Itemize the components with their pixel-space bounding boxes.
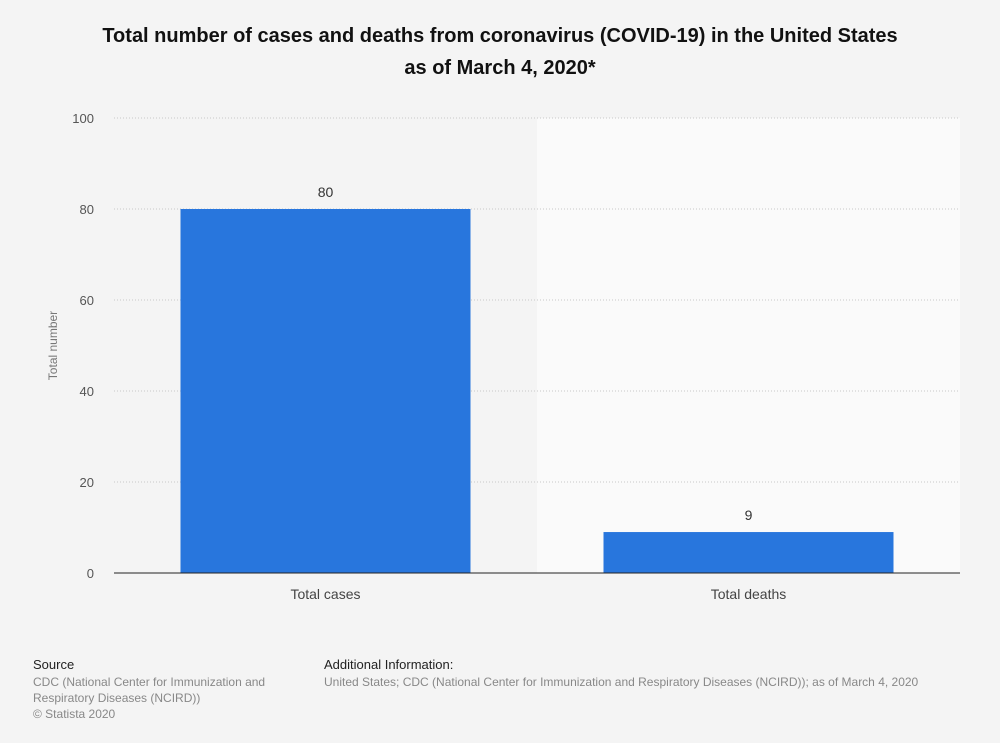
y-axis-label: Total number [46,311,60,380]
source-block: Source CDC (National Center for Immuniza… [33,657,303,722]
source-line-2: Respiratory Diseases (NCIRD)) [33,691,201,705]
y-tick-label: 60 [80,293,94,308]
source-line-1: CDC (National Center for Immunization an… [33,675,266,689]
y-tick-label: 80 [80,202,94,217]
x-tick-label: Total cases [290,586,360,602]
y-tick-label: 0 [87,566,94,581]
chart-title-line-2: as of March 4, 2020* [404,57,596,79]
source-heading: Source [33,657,75,672]
bar-chart: 0 20 40 60 80 100 Total number 80 Total cases 9 To… [46,111,960,602]
bar [603,532,894,573]
y-tick-label: 20 [80,475,94,490]
additional-info-block: Additional Information: United States; C… [324,657,984,690]
x-tick-label: Total deaths [711,586,787,602]
additional-info-heading: Additional Information: [324,657,454,672]
chart-title-line-1: Total number of cases and deaths from co… [102,25,898,47]
bar [180,209,471,573]
additional-info-text: United States; CDC (National Center for … [324,675,919,689]
data-label: 80 [318,184,334,200]
copyright: © Statista 2020 [33,707,116,721]
y-tick-label: 100 [72,111,94,126]
data-label: 9 [745,507,753,523]
chart-title: Total number of cases and deaths from co… [40,20,960,84]
y-tick-label: 40 [80,384,94,399]
category-band [537,118,960,573]
